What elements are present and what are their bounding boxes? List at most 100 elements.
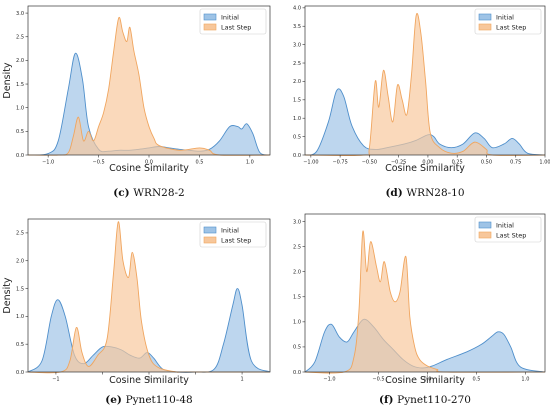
legend: Initial Last Step xyxy=(199,221,267,248)
y-tick-label: 1.0 xyxy=(16,314,24,320)
x-tick-label: −0.25 xyxy=(391,160,406,166)
legend-swatch-last-step xyxy=(203,23,217,31)
axes-frame xyxy=(304,213,546,373)
y-axis-label: Density xyxy=(2,277,13,313)
legend-swatch-last-step xyxy=(478,231,492,239)
axes-frame xyxy=(304,5,546,156)
legend-box xyxy=(199,221,267,248)
x-tick-label: −0.5 xyxy=(93,160,105,166)
caption-label: (e) xyxy=(105,394,125,406)
y-tick-label: 2.5 xyxy=(293,244,301,250)
legend-label-last-step: Last Step xyxy=(496,23,526,31)
y-axis-label: Density xyxy=(2,62,13,98)
series-area-last-step xyxy=(305,230,545,374)
x-tick-label: −0.75 xyxy=(332,160,347,166)
caption-label: (f) xyxy=(379,394,397,406)
caption-text: WRN28-10 xyxy=(406,187,464,199)
x-tick-label: 0.5 xyxy=(472,377,480,383)
y-tick-label: 0.5 xyxy=(293,345,301,351)
series-line-last-step xyxy=(27,16,271,156)
legend-swatch-initial xyxy=(203,13,217,21)
legend-box xyxy=(474,8,542,35)
x-tick-label: 0.50 xyxy=(481,160,492,166)
caption-label: (c) xyxy=(113,187,133,199)
y-tick-label: 2.0 xyxy=(16,259,24,265)
x-tick-label: −1.0 xyxy=(323,377,335,383)
caption-text: WRN28-2 xyxy=(133,187,184,199)
x-tick-label: 1 xyxy=(240,377,243,383)
chart-panel-pynet110-270: −1.0 −0.5 0.0 0.5 1.0 0.0 0.5 1.0 1.5 2.0 2.5 3.0 Co… xyxy=(293,213,546,406)
y-tick-label: 2.0 xyxy=(16,58,24,64)
y-tick-label: 0.0 xyxy=(293,153,301,159)
y-tick-label: 2.0 xyxy=(293,79,301,85)
y-tick-label: 0.0 xyxy=(16,153,24,159)
y-tick-label: 1.5 xyxy=(16,286,24,292)
x-tick-label: 1.00 xyxy=(539,160,550,166)
legend: Initial Last Step xyxy=(474,216,542,243)
x-tick-label: −0.50 xyxy=(362,160,377,166)
panel-caption: (f) Pynet110-270 xyxy=(379,394,471,406)
x-axis-label: Cosine Similarity xyxy=(385,163,465,174)
legend: Initial Last Step xyxy=(474,8,542,35)
chart-panel-wrn28-10: −1.00 −0.75 −0.50 −0.25 0.00 0.25 0.50 0.75 1.00… xyxy=(293,6,550,199)
y-tick-label: 2.0 xyxy=(293,269,301,275)
y-tick-label: 0.5 xyxy=(293,134,301,140)
chart-panel-pynet110-48: −1 0 1 0.0 0.5 1.0 1.5 2.0 2.5 Cosine Similarity D… xyxy=(2,218,271,406)
x-tick-label: 0.75 xyxy=(510,160,521,166)
panel-caption: (d) WRN28-10 xyxy=(385,187,464,199)
x-tick-label: 0.0 xyxy=(423,377,431,383)
panel-caption: (e) Pynet110-48 xyxy=(105,394,192,406)
y-tick-label: 2.5 xyxy=(16,35,24,41)
x-tick-label: −1.0 xyxy=(42,160,54,166)
x-axis-label: Cosine Similarity xyxy=(109,375,189,386)
chart-panel-wrn28-2: −1.0 −0.5 0.0 0.5 1.0 0.0 0.5 1.0 1.5 2.0 2.5 3.0 Co… xyxy=(2,5,271,199)
series-line-last-step xyxy=(304,13,546,156)
legend-box xyxy=(474,216,542,243)
series-line-last-step xyxy=(27,221,270,374)
caption-text: Pynet110-48 xyxy=(126,394,193,406)
x-tick-label: 1.0 xyxy=(246,160,254,166)
y-tick-label: 1.0 xyxy=(293,116,301,122)
x-axis-label: Cosine Similarity xyxy=(385,375,465,386)
x-axis-label: Cosine Similarity xyxy=(109,163,189,174)
x-tick-label: 0.0 xyxy=(145,160,153,166)
y-tick-label: 2.5 xyxy=(16,231,24,237)
y-tick-label: 1.0 xyxy=(293,320,301,326)
y-tick-label: 3.0 xyxy=(293,42,301,48)
series-line-last-step xyxy=(304,230,546,374)
legend-label-last-step: Last Step xyxy=(221,23,251,31)
legend-label-initial: Initial xyxy=(221,226,239,234)
legend-swatch-last-step xyxy=(203,236,217,244)
series-area-initial xyxy=(28,53,270,156)
legend-label-initial: Initial xyxy=(496,13,514,21)
y-tick-label: 1.0 xyxy=(16,105,24,111)
y-tick-label: 4.0 xyxy=(293,6,301,12)
x-tick-label: 0 xyxy=(147,377,150,383)
x-tick-label: 0.00 xyxy=(422,160,433,166)
legend-label-last-step: Last Step xyxy=(221,236,251,244)
y-tick-label: 1.5 xyxy=(16,82,24,88)
y-tick-label: 0.0 xyxy=(16,370,24,376)
y-tick-label: 0.5 xyxy=(16,342,24,348)
y-tick-label: 0.5 xyxy=(16,129,24,135)
y-tick-label: 1.5 xyxy=(293,98,301,104)
legend-swatch-initial xyxy=(478,13,492,21)
y-tick-label: 3.5 xyxy=(293,24,301,30)
legend-label-last-step: Last Step xyxy=(496,231,526,239)
caption-label: (d) xyxy=(385,187,406,199)
series-area-last-step xyxy=(305,13,545,156)
x-tick-label: −0.5 xyxy=(372,377,384,383)
x-tick-label: 0.25 xyxy=(452,160,463,166)
legend-swatch-last-step xyxy=(478,23,492,31)
y-tick-label: 2.5 xyxy=(293,61,301,67)
legend-swatch-initial xyxy=(478,221,492,229)
legend-swatch-initial xyxy=(203,226,217,234)
y-tick-label: 3.0 xyxy=(293,219,301,225)
panel-caption: (c) WRN28-2 xyxy=(113,187,184,199)
legend-box xyxy=(199,8,267,35)
y-tick-label: 3.0 xyxy=(16,11,24,17)
caption-text: Pynet110-270 xyxy=(397,394,471,406)
x-tick-label: −1.00 xyxy=(303,160,318,166)
legend-label-initial: Initial xyxy=(221,13,239,21)
